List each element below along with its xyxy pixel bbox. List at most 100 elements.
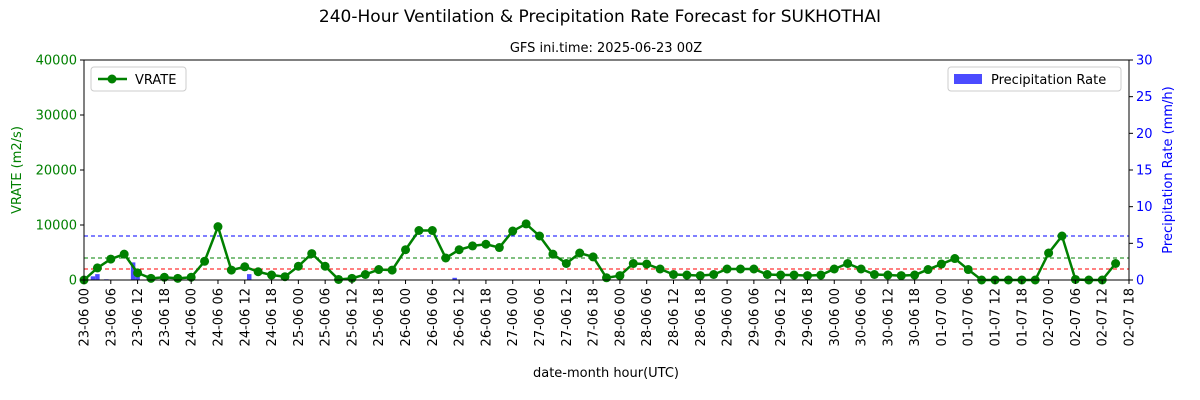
vrate-point [374,265,384,275]
vrate-point [414,226,424,235]
x-tick-label: 23-06 00 [78,288,93,346]
x-tick-label: 26-06 00 [399,288,414,346]
legend-precip-label: Precipitation Rate [991,73,1106,88]
precip-bar [90,276,96,280]
x-tick-label: 25-06 18 [372,288,387,346]
vrate-point [293,261,303,271]
vrate-point [481,239,491,249]
x-tick-label: 24-06 06 [211,288,226,346]
x-tick-label: 28-06 00 [613,288,628,346]
vrate-point [615,271,625,281]
x-tick-label: 02-07 06 [1069,288,1084,346]
y-tick-left-label: 40000 [36,54,77,69]
vrate-point [427,226,437,235]
x-tick-label: 29-06 12 [774,288,789,346]
x-tick-label: 02-07 00 [1042,288,1057,346]
vrate-point [950,254,960,264]
x-tick-label: 30-06 00 [828,288,843,346]
x-tick-label: 30-06 06 [855,288,870,346]
vrate-point [695,271,705,281]
vrate-point [494,243,504,253]
y-tick-right-label: 25 [1136,90,1153,105]
x-tick-label: 25-06 00 [292,288,307,346]
vrate-point [910,270,920,280]
chart-title: 240-Hour Ventilation & Precipitation Rat… [319,7,881,27]
vrate-point [923,265,933,275]
vrate-point [829,264,839,274]
vrate-point [802,271,812,281]
vrate-point [869,270,879,279]
legend-vrate-marker [107,74,117,84]
x-tick-label: 30-06 18 [908,288,923,346]
vrate-point [454,245,464,255]
vrate-point [146,273,156,283]
x-tick-label: 29-06 18 [801,288,816,346]
vrate-point [642,259,652,269]
vrate-point [106,254,116,264]
x-tick-label: 26-06 06 [426,288,441,346]
y-tick-right-label: 15 [1136,164,1153,179]
x-tick-label: 29-06 06 [747,288,762,346]
vrate-point [213,222,223,232]
vrate-line [83,222,1117,282]
precip-bar [247,274,252,280]
vrate-point [843,259,853,268]
vrate-point [682,270,692,280]
reference-lines [84,235,1129,270]
vrate-point [307,249,317,259]
x-tick-label: 27-06 18 [587,288,602,346]
vrate-point [401,245,411,255]
y-tick-right-label: 5 [1136,237,1144,252]
legend-vrate-label: VRATE [135,73,176,88]
vrate-point [468,241,478,251]
y-ticks-right: 0 5 10 15 20 25 30 [1129,54,1153,289]
vrate-point [749,264,759,274]
vrate-point [240,262,250,272]
vrate-point [320,261,330,271]
x-tick-label: 23-06 06 [104,288,119,346]
x-tick-label: 27-06 12 [560,288,575,346]
vrate-point [575,248,585,258]
vrate-point [226,265,236,275]
x-tick-label: 01-07 12 [989,288,1004,346]
vrate-point [119,249,129,259]
x-tick-label: 26-06 18 [479,288,494,346]
vrate-point [883,270,893,280]
y-tick-right-label: 20 [1136,127,1153,142]
x-tick-label: 28-06 12 [667,288,682,346]
chart-subtitle: GFS ini.time: 2025-06-23 00Z [510,41,702,56]
vrate-point [709,270,719,279]
vrate-point [1044,248,1054,258]
x-tick-label: 01-07 00 [935,288,950,346]
x-tick-label: 28-06 06 [640,288,655,346]
vrate-point [1057,231,1067,241]
y-tick-right-label: 10 [1136,200,1153,215]
vrate-point [267,270,277,280]
vrate-point [776,270,786,280]
x-tick-label: 01-07 06 [962,288,977,346]
y-tick-left-label: 30000 [36,109,77,124]
vrate-point [133,268,143,278]
x-tick-label: 24-06 12 [238,288,253,346]
vrate-point [762,270,772,279]
vrate-point [789,270,799,280]
vrate-point [347,273,357,283]
y-tick-right-label: 0 [1136,274,1144,289]
x-ticks: 23-06 00 23-06 06 23-06 12 23-06 18 24-06 00… [78,280,1138,346]
vrate-point [735,264,745,274]
vrate-point [1111,259,1121,268]
vrate-point [387,265,397,275]
vrate-point [280,272,290,282]
vrate-point [253,267,263,277]
vrate-point [896,271,906,281]
x-tick-label: 02-07 18 [1123,288,1138,346]
vrate-point [92,263,102,273]
plot-area-frame [83,59,1130,281]
vrate-point [722,264,732,274]
vrate-point [561,259,571,268]
vrate-point [936,259,946,269]
x-axis-label: date-month hour(UTC) [533,366,679,381]
x-tick-label: 30-06 12 [881,288,896,346]
x-tick-label: 25-06 06 [319,288,334,346]
